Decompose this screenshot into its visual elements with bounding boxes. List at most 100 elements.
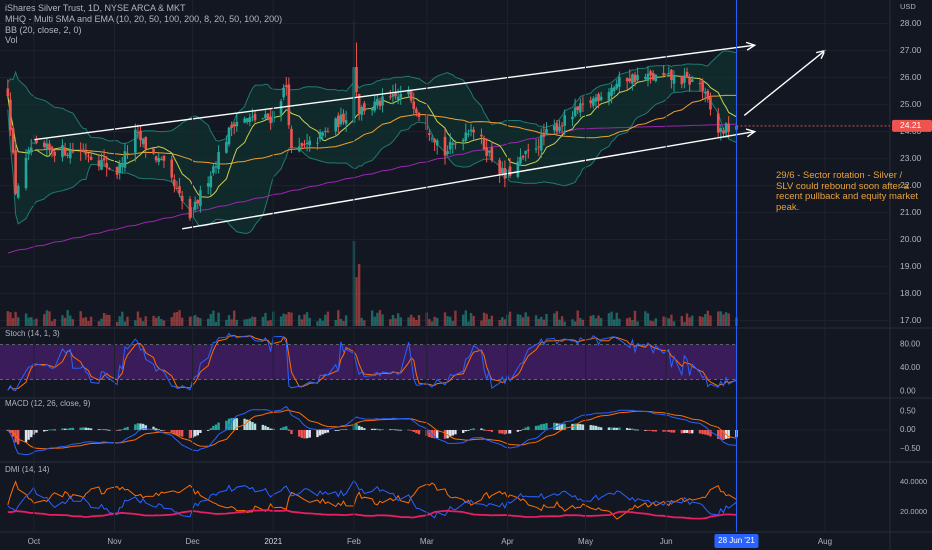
volume-bar xyxy=(30,317,33,326)
candle-body xyxy=(87,155,90,157)
time-tick-label: Feb xyxy=(347,537,361,546)
macd-histogram-bar xyxy=(462,430,465,433)
macd-histogram-bar xyxy=(618,427,621,430)
macd-histogram-bar xyxy=(126,426,129,430)
macd-histogram-bar xyxy=(152,426,155,430)
macd-histogram-bar xyxy=(472,428,475,430)
candle-body xyxy=(516,161,520,177)
macd-histogram-bar xyxy=(503,430,507,435)
macd-tick-label: −0.50 xyxy=(900,444,921,453)
candle-body xyxy=(417,112,421,118)
candle xyxy=(649,69,652,84)
candle-body xyxy=(667,72,671,74)
volume-bar xyxy=(449,316,452,326)
macd-histogram-bar xyxy=(344,428,348,430)
candle xyxy=(563,109,567,135)
candle xyxy=(144,136,148,158)
candle-body xyxy=(698,83,702,85)
volume-bar xyxy=(266,320,270,326)
candle xyxy=(27,146,30,161)
candle-body xyxy=(154,156,158,161)
price-tick-label: 17.00 xyxy=(900,315,922,325)
candle xyxy=(9,92,12,136)
candle xyxy=(618,71,621,93)
candle xyxy=(610,84,613,104)
candle-body xyxy=(646,73,650,81)
volume-bar xyxy=(717,311,720,326)
candle xyxy=(727,116,730,139)
macd-histogram-bar xyxy=(279,428,283,430)
candle xyxy=(71,142,75,154)
candle xyxy=(63,142,67,157)
candle-body xyxy=(175,187,179,189)
candle-body xyxy=(709,97,712,110)
candle xyxy=(672,70,676,92)
candle xyxy=(467,129,470,138)
candle xyxy=(524,150,527,162)
macd-histogram-bar xyxy=(173,430,176,435)
volume-bar xyxy=(683,321,686,326)
candle xyxy=(118,159,122,180)
volume-bar xyxy=(235,319,239,326)
candle xyxy=(709,92,712,116)
candle xyxy=(508,157,512,179)
candle xyxy=(107,167,111,171)
candle-body xyxy=(334,118,338,132)
volume-bar xyxy=(17,317,20,326)
candle-body xyxy=(152,148,155,154)
time-tick-label: Mar xyxy=(420,537,434,546)
candle-body xyxy=(727,123,730,132)
candle-body xyxy=(545,128,548,134)
macd-histogram-bar xyxy=(199,430,202,433)
volume-bar xyxy=(576,310,579,326)
macd-histogram-bar xyxy=(326,430,330,433)
volume-bar xyxy=(451,320,455,326)
volume-bar xyxy=(435,317,439,326)
candle-body xyxy=(628,78,632,82)
macd-histogram-bar xyxy=(573,423,577,430)
volume-bar xyxy=(454,310,457,326)
macd-histogram-bar xyxy=(563,423,566,430)
candle xyxy=(173,174,176,193)
macd-histogram-bar xyxy=(261,424,265,430)
candle xyxy=(89,150,93,161)
candle-body xyxy=(248,117,252,123)
volume-bar xyxy=(178,310,181,326)
volume-bar xyxy=(79,311,82,326)
stoch-d-line xyxy=(7,334,737,391)
volume-bar xyxy=(391,315,395,326)
candle-body xyxy=(521,155,525,158)
macd-histogram-bar xyxy=(217,422,220,430)
stoch-tick-label: 0.00 xyxy=(900,386,916,395)
macd-histogram-bar xyxy=(560,424,564,430)
volume-bar xyxy=(399,317,402,326)
candle-body xyxy=(539,134,543,151)
macd-histogram-bar xyxy=(519,430,522,431)
candle-body xyxy=(297,146,301,152)
candle-body xyxy=(592,98,595,106)
candle xyxy=(545,122,548,135)
candle xyxy=(243,116,246,124)
candle-body xyxy=(464,132,468,141)
macd-histogram-bar xyxy=(443,430,447,439)
macd-signal-line xyxy=(7,409,737,450)
candle-body xyxy=(180,195,184,202)
candle xyxy=(443,128,447,165)
macd-histogram-bar xyxy=(394,429,397,431)
dmi-minus-line xyxy=(7,480,737,520)
volume-bar xyxy=(662,316,665,326)
macd-histogram-bar xyxy=(324,430,327,434)
candle-body xyxy=(407,89,410,95)
macd-histogram-bar xyxy=(235,418,239,430)
candle-body xyxy=(84,150,88,155)
candle-body xyxy=(446,151,449,154)
candle xyxy=(464,123,468,143)
candle-body xyxy=(16,185,20,198)
candle-body xyxy=(42,142,46,147)
macd-histogram-bar xyxy=(303,430,306,439)
candle-body xyxy=(610,87,613,96)
candle xyxy=(646,66,650,87)
candle-body xyxy=(716,113,720,133)
volume-bar xyxy=(467,321,470,326)
